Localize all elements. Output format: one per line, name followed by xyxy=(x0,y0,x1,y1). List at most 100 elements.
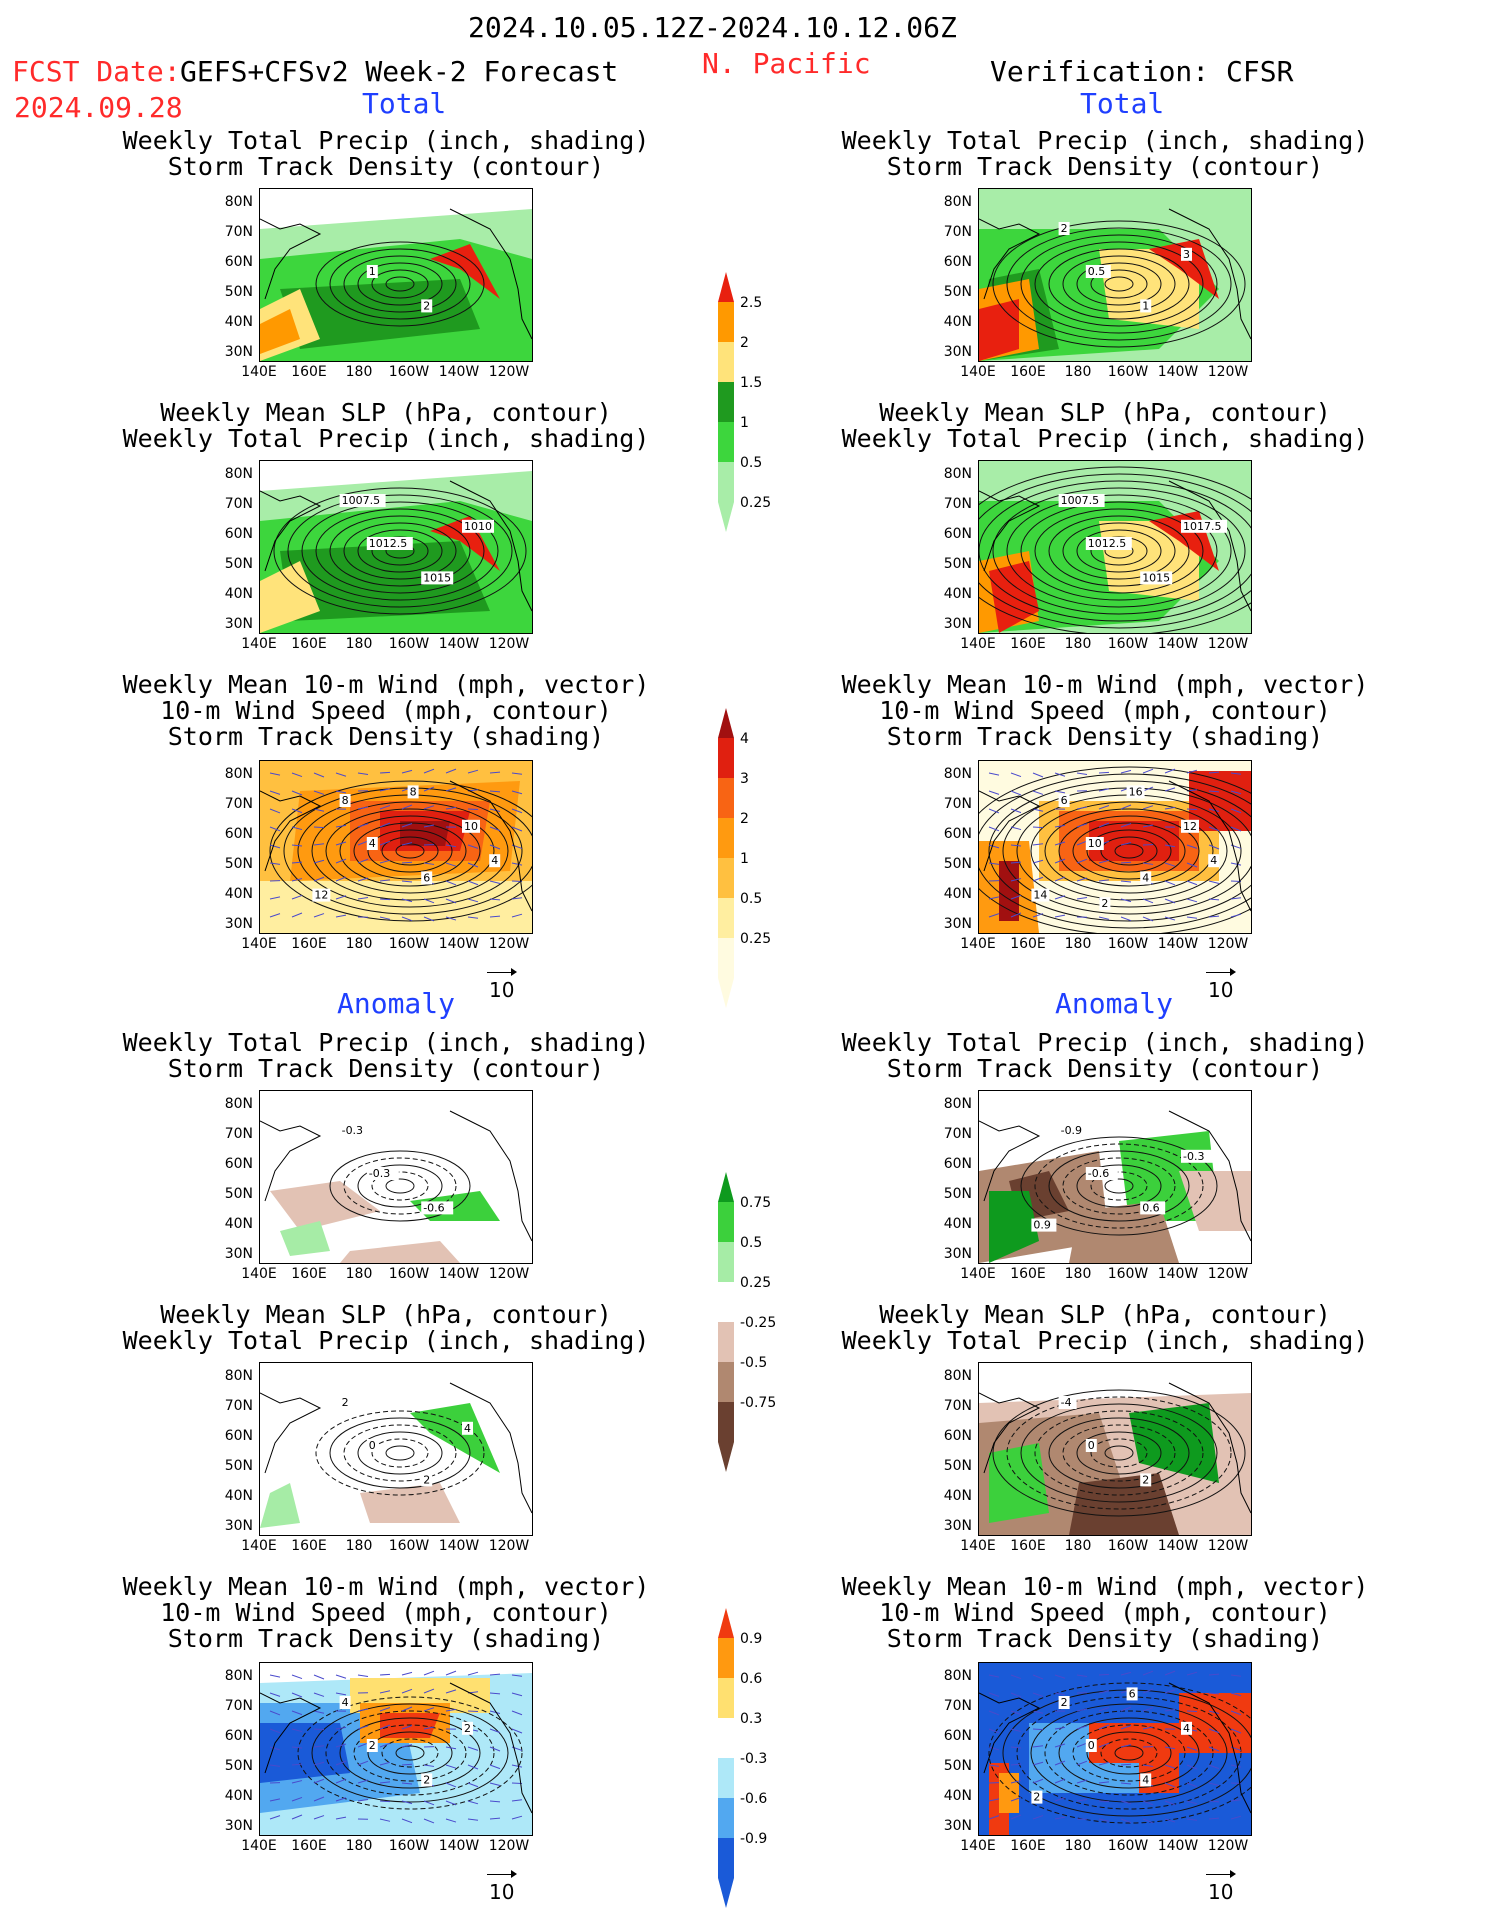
wind-vector xyxy=(1099,1674,1109,1675)
wind-vector xyxy=(1033,1729,1043,1730)
section-left-total: Total xyxy=(362,90,446,118)
contour-label: 0.6 xyxy=(1142,1201,1160,1214)
contour-line xyxy=(344,1425,456,1481)
map-plot: -0.3-0.6-0.3 xyxy=(260,1091,532,1263)
panel-title-ver-anom-3: Weekly Mean 10-m Wind (mph, vector) 10-m… xyxy=(795,1574,1415,1652)
lon-tick-label: 120W xyxy=(1198,364,1258,380)
shading-region xyxy=(989,1443,1049,1523)
panel-title-ver-total-2: Weekly Mean SLP (hPa, contour) Weekly To… xyxy=(795,400,1415,452)
panel-title-ver-anom-1: Weekly Total Precip (inch, shading) Stor… xyxy=(795,1030,1415,1082)
colorbar-label: 0.6 xyxy=(740,1671,762,1687)
lat-tick-label: 40N xyxy=(928,1788,972,1804)
contour-label: 1007.5 xyxy=(1061,494,1100,507)
colorbar-segment xyxy=(718,738,734,778)
contour-label: 12 xyxy=(1183,820,1197,833)
lat-tick-label: 30N xyxy=(209,616,253,632)
lat-tick-label: 60N xyxy=(928,1728,972,1744)
wind-vector xyxy=(402,1672,412,1675)
lat-tick-label: 80N xyxy=(209,1368,253,1384)
fcst-date: 2024.09.28 xyxy=(14,94,183,122)
shading-region xyxy=(260,1483,300,1528)
colorbar-end-triangle xyxy=(718,978,734,1008)
lat-tick-label: 30N xyxy=(928,344,972,360)
lat-tick-label: 70N xyxy=(928,1698,972,1714)
section-right-total: Total xyxy=(1080,90,1164,118)
lon-tick-label: 120W xyxy=(479,1266,539,1282)
lat-tick-label: 80N xyxy=(209,1096,253,1112)
shading-region xyxy=(999,1773,1019,1813)
fcst-label: FCST Date: xyxy=(12,58,181,86)
lat-tick-label: 50N xyxy=(928,856,972,872)
lat-tick-label: 70N xyxy=(209,1398,253,1414)
shading-region xyxy=(270,1181,380,1231)
colorbar-segment xyxy=(718,382,734,422)
lat-tick-label: 50N xyxy=(209,1758,253,1774)
wind-vector xyxy=(314,827,324,828)
shading-region xyxy=(280,1221,330,1256)
lat-tick-label: 50N xyxy=(928,1458,972,1474)
lat-tick-label: 30N xyxy=(928,616,972,632)
contour-label: 0.5 xyxy=(1088,265,1106,278)
contour-label: -0.3 xyxy=(342,1124,363,1137)
wind-vector xyxy=(358,1675,368,1677)
lon-tick-label: 120W xyxy=(479,1538,539,1554)
contour-label: 3 xyxy=(1183,248,1190,261)
lat-tick-label: 80N xyxy=(928,466,972,482)
contour-label: 10 xyxy=(464,820,478,833)
lon-tick-label: 120W xyxy=(479,364,539,380)
colorbar-label: 0.5 xyxy=(740,891,762,907)
wind-vector xyxy=(380,772,390,773)
contour-label: 2 xyxy=(423,299,430,312)
lat-tick-label: 50N xyxy=(928,1186,972,1202)
panel-title-fcst-total-3: Weekly Mean 10-m Wind (mph, vector) 10-m… xyxy=(76,672,696,750)
panel-title-fcst-total-1: Weekly Total Precip (inch, shading) Stor… xyxy=(76,128,696,180)
wind-vector xyxy=(270,1675,280,1677)
contour-label: 16 xyxy=(1129,785,1143,798)
contour-label: 4 xyxy=(491,854,498,867)
colorbar-segment xyxy=(718,818,734,858)
vector-reference-label: 10 xyxy=(489,978,514,1002)
colorbar-end-triangle xyxy=(718,1878,734,1908)
lat-tick-label: 60N xyxy=(928,1428,972,1444)
colorbar-label: 0.9 xyxy=(740,1631,762,1647)
colorbar-segment xyxy=(718,1362,734,1402)
contour-label: 8 xyxy=(342,794,349,807)
contour-label: 0 xyxy=(369,1439,376,1452)
wind-vector xyxy=(314,1729,324,1730)
colorbar-segment xyxy=(718,1838,734,1878)
lat-tick-label: 50N xyxy=(928,1758,972,1774)
contour-label: 2 xyxy=(1033,1791,1040,1804)
lat-tick-label: 70N xyxy=(928,1398,972,1414)
lat-tick-label: 40N xyxy=(209,586,253,602)
contour-label: 10 xyxy=(1088,837,1102,850)
lat-tick-label: 60N xyxy=(209,1428,253,1444)
colorbar-segment xyxy=(718,342,734,382)
contour-label: 2 xyxy=(423,1773,430,1786)
contour-label: 1010 xyxy=(464,520,492,533)
contour-line xyxy=(372,1439,428,1467)
contour-line xyxy=(330,1418,470,1488)
colorbar-label: 0.3 xyxy=(740,1711,762,1727)
contour-label: 0.9 xyxy=(1033,1219,1051,1232)
wind-vector xyxy=(468,1672,478,1675)
vector-reference-arrow xyxy=(1206,1874,1234,1875)
contour-label: 1015 xyxy=(1142,571,1170,584)
date-range: 2024.10.05.12Z-2024.10.12.06Z xyxy=(468,14,957,42)
lat-tick-label: 80N xyxy=(928,1668,972,1684)
colorbar-end-triangle xyxy=(718,1608,734,1638)
lat-tick-label: 60N xyxy=(209,1156,253,1172)
lat-tick-label: 30N xyxy=(928,916,972,932)
lat-tick-label: 30N xyxy=(209,1246,253,1262)
colorbar-end-triangle xyxy=(718,1172,734,1202)
lat-tick-label: 50N xyxy=(928,556,972,572)
wind-vector xyxy=(1099,1801,1109,1802)
colorbar-label: -0.3 xyxy=(740,1751,767,1767)
vector-reference-arrow xyxy=(1206,972,1234,973)
colorbar-end-triangle xyxy=(718,708,734,738)
